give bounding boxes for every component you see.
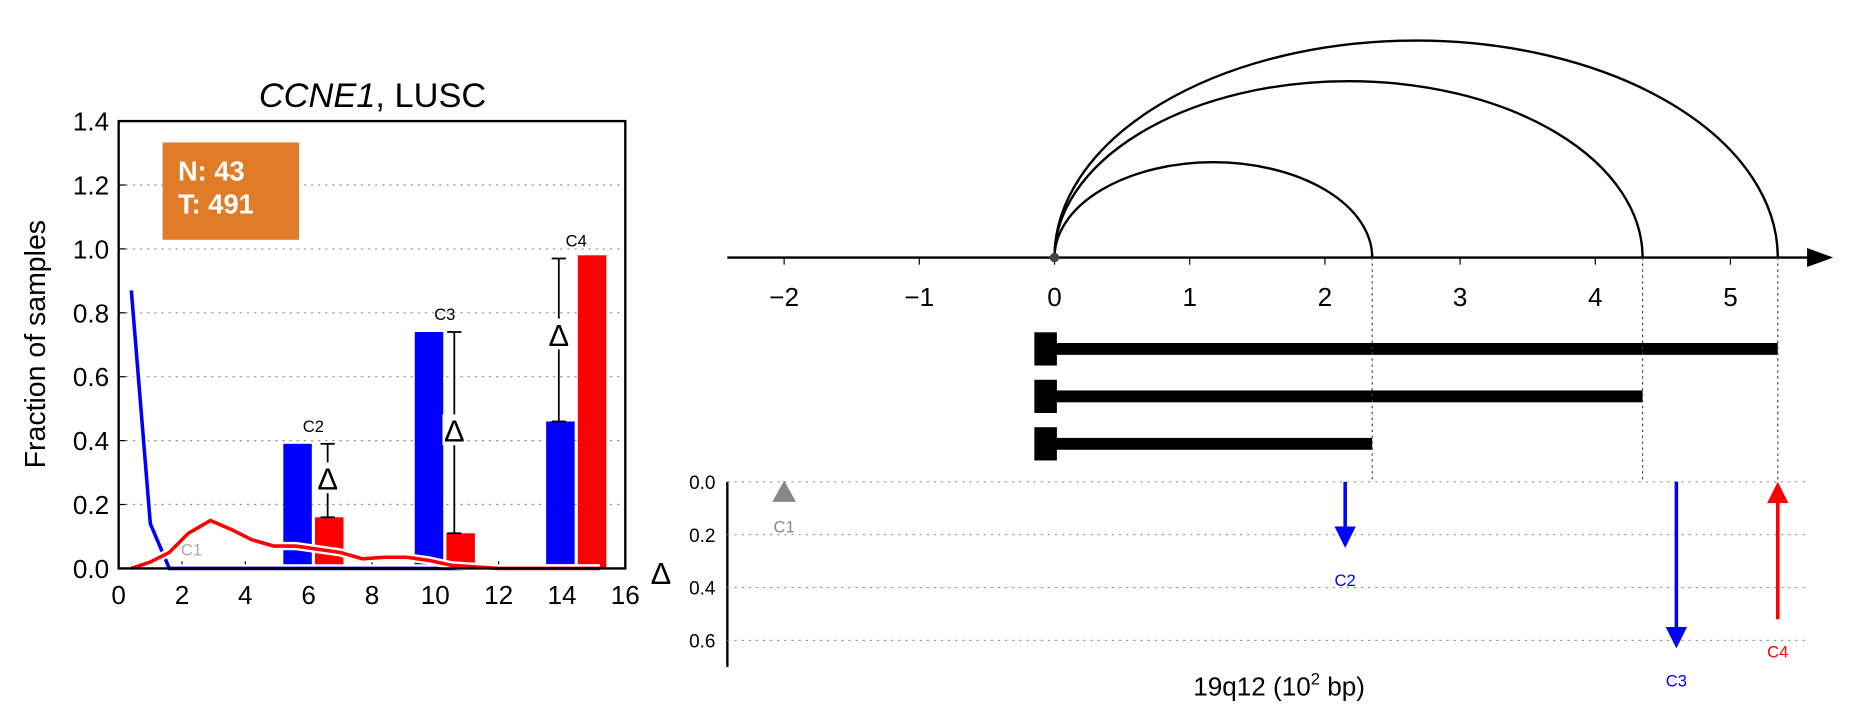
x-tick-label: 10 (421, 580, 450, 610)
x-tick-label: 16 (611, 580, 640, 610)
x-tick-label: 0 (111, 580, 126, 610)
arrow-label: C2 (1335, 571, 1356, 590)
x-tick-label: 2 (1318, 282, 1333, 312)
delta-marker: Δ (549, 318, 570, 353)
arc (1053, 161, 1374, 258)
x-tick-label: 4 (238, 580, 253, 610)
group-label: C2 (303, 417, 324, 436)
x-tick-label: 0 (1047, 282, 1062, 312)
delta-marker: Δ (317, 462, 338, 497)
x-tick-label: 8 (365, 580, 380, 610)
x-tick-label: 2 (175, 580, 190, 610)
y-tick-label: 0.0 (689, 473, 715, 494)
read-bar (1054, 437, 1373, 450)
marker-label: C1 (774, 518, 795, 537)
plot-frame (117, 119, 627, 570)
read-block (1034, 332, 1057, 366)
arrow-head (1665, 627, 1688, 649)
read-block (1034, 379, 1057, 413)
arrow-label: C3 (1666, 671, 1687, 690)
bar (314, 517, 344, 569)
faint-label: C1 (181, 541, 202, 560)
read-block (1034, 427, 1057, 461)
y-tick-label: 0.2 (689, 526, 715, 547)
y-axis-label: Δ (651, 556, 672, 591)
delta-bg (442, 414, 467, 446)
arc (1053, 39, 1779, 258)
origin-dot (1049, 252, 1060, 263)
y-tick-label: 0.6 (689, 632, 715, 653)
group-label: C4 (566, 232, 587, 251)
curve (130, 518, 600, 571)
delta-bg (315, 462, 340, 494)
x-tick-label: 5 (1723, 282, 1738, 312)
x-tick-label: 14 (547, 580, 576, 610)
read-bar (1054, 390, 1643, 403)
arc (1053, 79, 1644, 258)
x-tick-label: 4 (1588, 282, 1603, 312)
bar (546, 421, 575, 569)
xlabel-part: 19q12 (10 (1193, 671, 1311, 701)
bar (577, 255, 607, 569)
y-tick-label: 1.4 (73, 107, 109, 137)
x-axis-label: 19q12 (102 bp) (1193, 670, 1365, 702)
x-tick-label: −2 (769, 282, 799, 312)
arrow-head (1334, 526, 1356, 548)
y-axis-label: Fraction of samples (20, 220, 52, 468)
xlabel-sup: 2 (1311, 670, 1320, 689)
y-tick-label: 0.6 (73, 362, 109, 392)
chart-title: CCNE1, LUSC (259, 77, 486, 115)
title-rest: , LUSC (375, 77, 486, 115)
annotation-text: T: 491 (178, 189, 254, 220)
delta-bg (546, 318, 571, 350)
x-tick-label: 6 (301, 580, 316, 610)
y-tick-label: 1.2 (73, 170, 109, 200)
annotation-text: N: 43 (178, 155, 245, 186)
delta-marker: Δ (444, 414, 465, 449)
y-tick-label: 0.8 (73, 298, 109, 328)
marker (772, 480, 796, 502)
x-tick-label: 1 (1182, 282, 1197, 312)
read-bar (1054, 342, 1778, 355)
axis-arrow (1807, 248, 1834, 268)
x-tick-label: 12 (484, 580, 513, 610)
arrow-label: C4 (1767, 642, 1788, 661)
y-tick-label: 0.0 (73, 554, 109, 584)
annotation-box (162, 142, 300, 240)
x-tick-label: 3 (1453, 282, 1468, 312)
arrow-head (1767, 481, 1789, 504)
y-tick-label: 0.4 (689, 579, 715, 600)
group-label: C3 (434, 305, 455, 324)
xlabel-part: bp) (1320, 671, 1365, 701)
y-tick-label: 0.4 (73, 426, 109, 456)
x-tick-label: −1 (904, 282, 934, 312)
y-tick-label: 0.2 (73, 490, 109, 520)
title-gene: CCNE1 (259, 77, 376, 115)
bar (414, 331, 444, 569)
y-tick-label: 1.0 (73, 234, 109, 264)
